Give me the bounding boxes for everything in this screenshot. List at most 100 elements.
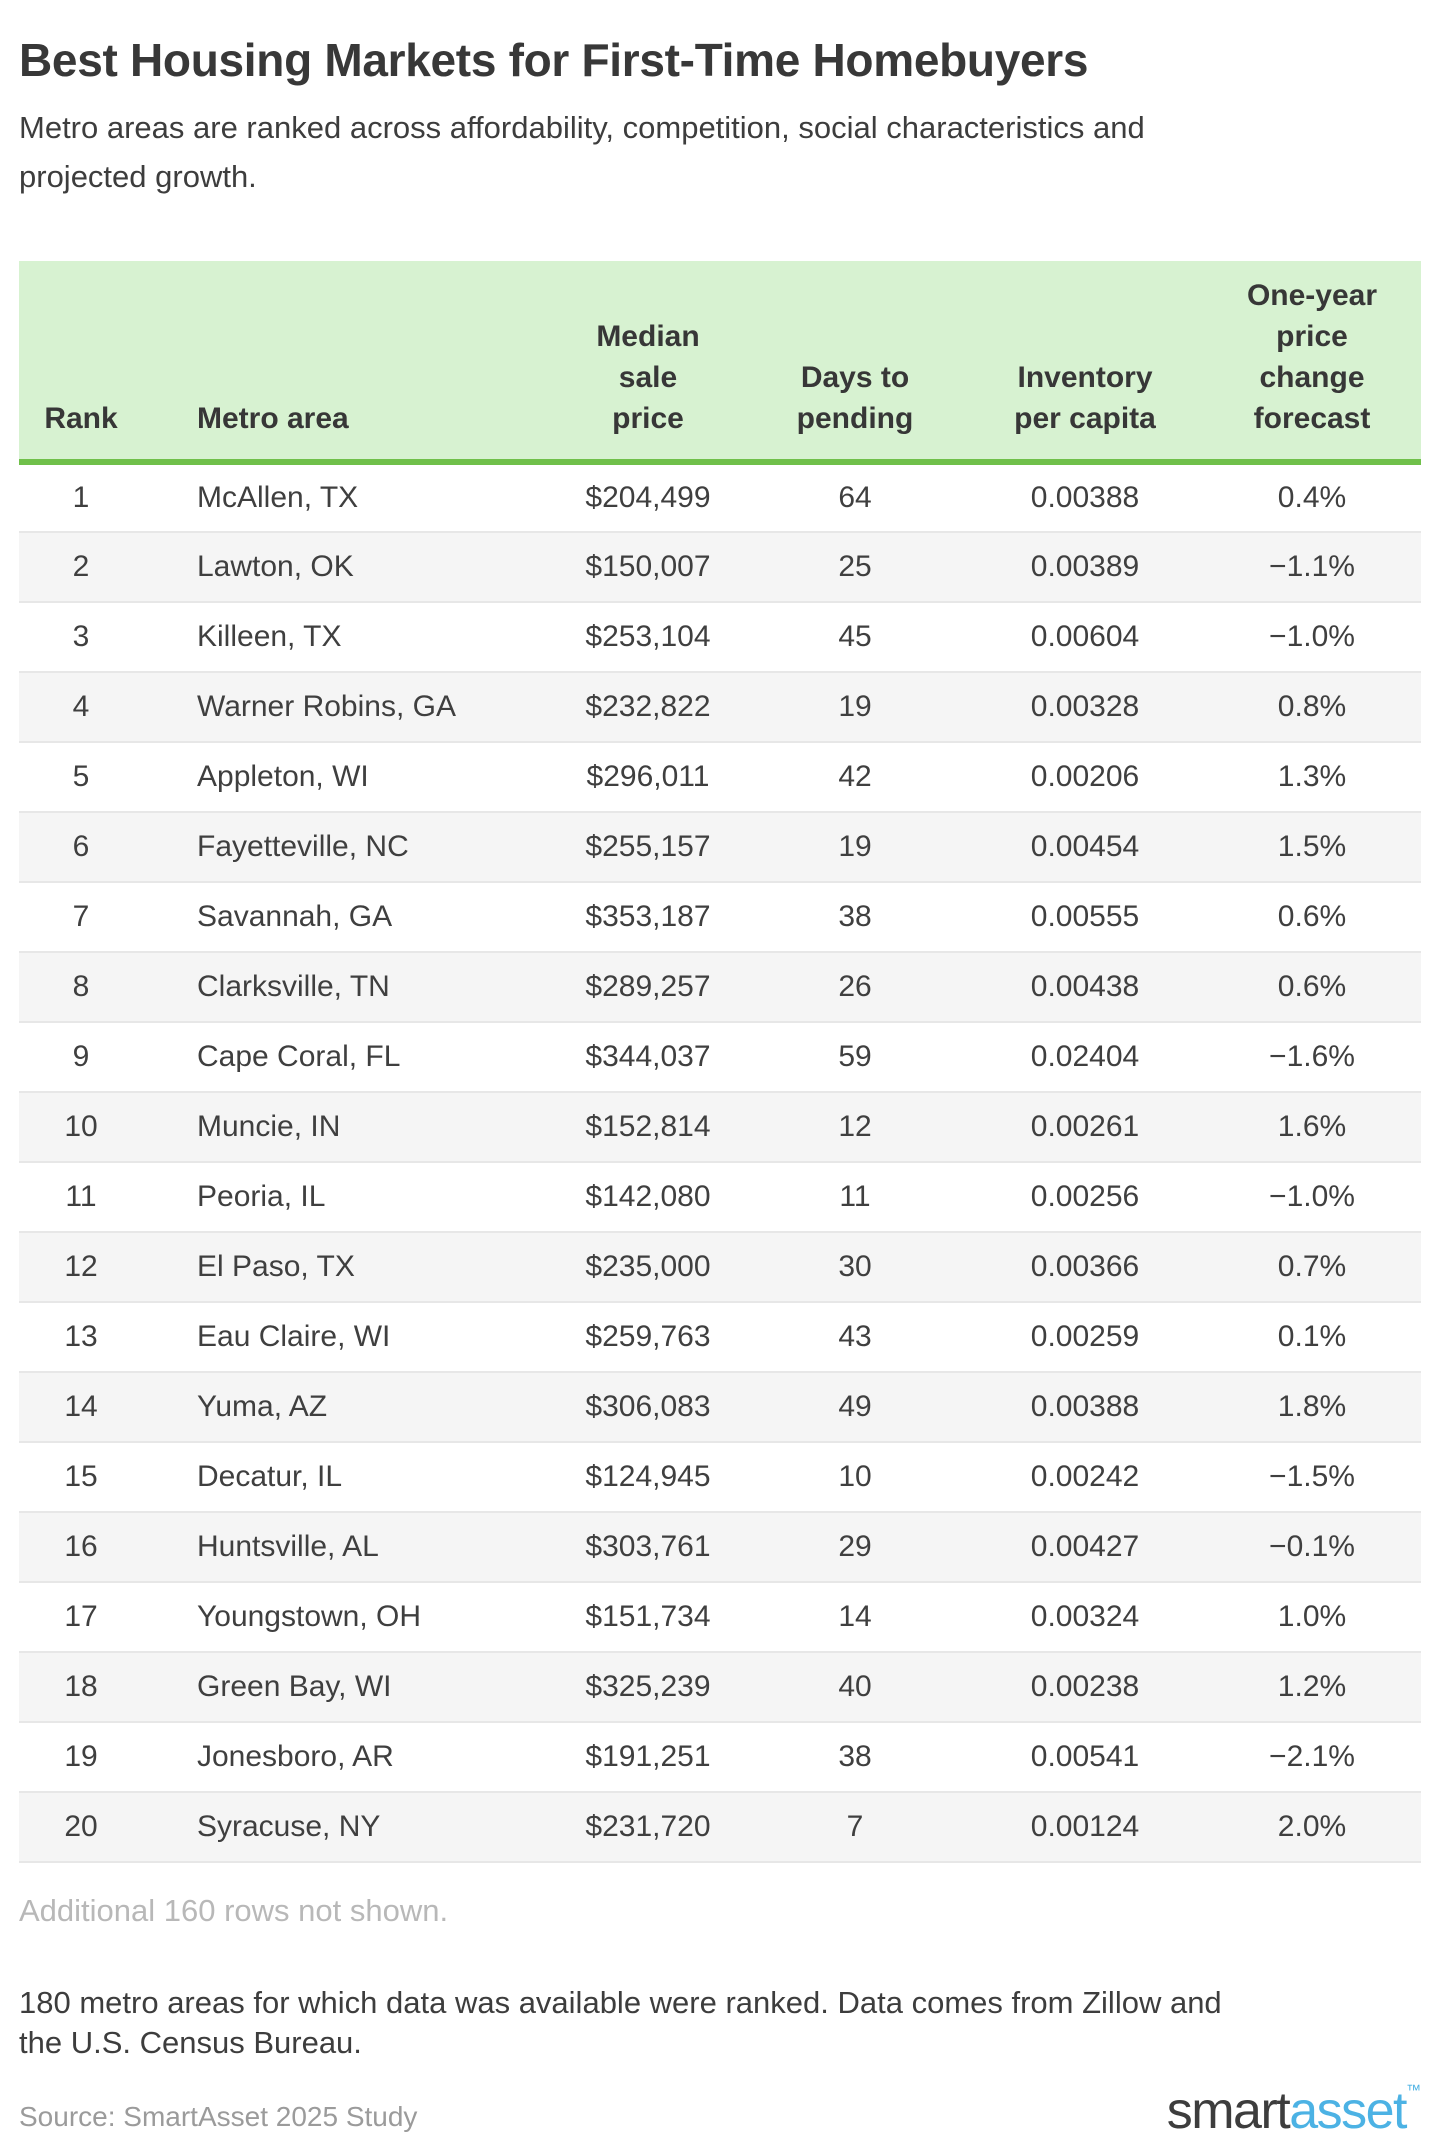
logo-trademark-symbol: ™ — [1406, 2082, 1421, 2099]
column-header-rank: Rank — [19, 261, 143, 465]
header-line: price — [612, 402, 684, 435]
days-to-pending-cell: 29 — [743, 1511, 967, 1582]
table-row: 3 Killeen, TX $253,104 45 0.00604 −1.0% — [19, 601, 1421, 672]
table-row: 18 Green Bay, WI $325,239 40 0.00238 1.2… — [19, 1651, 1421, 1722]
forecast-cell: 0.1% — [1203, 1301, 1421, 1372]
rank-cell: 7 — [19, 881, 143, 952]
metro-area-cell: Yuma, AZ — [143, 1371, 553, 1442]
infographic-page: Best Housing Markets for First-Time Home… — [0, 34, 1440, 2137]
days-to-pending-cell: 45 — [743, 601, 967, 672]
column-header-median-sale-price: Median sale price — [553, 261, 743, 465]
forecast-cell: 0.6% — [1203, 881, 1421, 952]
methodology-line-2: the U.S. Census Bureau. — [19, 2025, 362, 2060]
metro-area-cell: Youngstown, OH — [143, 1581, 553, 1652]
table-row: 13 Eau Claire, WI $259,763 43 0.00259 0.… — [19, 1301, 1421, 1372]
days-to-pending-cell: 42 — [743, 741, 967, 812]
metro-area-cell: Warner Robins, GA — [143, 671, 553, 742]
median-sale-price-cell: $151,734 — [553, 1581, 743, 1652]
table-row: 16 Huntsville, AL $303,761 29 0.00427 −0… — [19, 1511, 1421, 1582]
logo-text-asset: asset — [1289, 2082, 1407, 2140]
methodology-line-1: 180 metro areas for which data was avail… — [19, 1985, 1222, 2020]
days-to-pending-cell: 19 — [743, 671, 967, 742]
rank-cell: 1 — [72, 481, 90, 514]
days-to-pending-cell: 14 — [743, 1581, 967, 1652]
table-row: 10 Muncie, IN $152,814 12 0.00261 1.6% — [19, 1091, 1421, 1162]
table-header-row: Rank Metro area Median sale price Days to p… — [19, 261, 1421, 465]
header-line: change — [1259, 361, 1365, 394]
median-sale-price-cell: $231,720 — [553, 1791, 743, 1863]
table-row: 9 Cape Coral, FL $344,037 59 0.02404 −1.… — [19, 1021, 1421, 1092]
header-line: Rank — [44, 402, 118, 435]
inventory-per-capita-cell: 0.00256 — [967, 1161, 1203, 1232]
inventory-per-capita-cell: 0.00366 — [967, 1231, 1203, 1302]
table-row: 20 Syracuse, NY $231,720 7 0.00124 2.0% — [19, 1791, 1421, 1863]
days-to-pending-cell: 11 — [743, 1161, 967, 1232]
metro-area-cell: McAllen, TX — [197, 481, 359, 514]
table-row: 6 Fayetteville, NC $255,157 19 0.00454 1… — [19, 811, 1421, 882]
forecast-cell: 1.8% — [1203, 1371, 1421, 1442]
column-header-one-year-price-change-forecast: One-year price change forecast — [1203, 261, 1421, 465]
days-to-pending-cell: 40 — [743, 1651, 967, 1722]
forecast-cell: −1.6% — [1203, 1021, 1421, 1092]
rank-cell: 19 — [19, 1721, 143, 1792]
days-to-pending-cell: 38 — [743, 881, 967, 952]
median-sale-price-cell: $259,763 — [553, 1301, 743, 1372]
median-sale-price-cell: $142,080 — [553, 1161, 743, 1232]
rank-cell: 10 — [19, 1091, 143, 1162]
table-row: 17 Youngstown, OH $151,734 14 0.00324 1.… — [19, 1581, 1421, 1652]
forecast-cell: −0.1% — [1203, 1511, 1421, 1582]
forecast-cell: −1.0% — [1203, 1161, 1421, 1232]
median-sale-price-cell: $255,157 — [553, 811, 743, 882]
metro-area-cell: Decatur, IL — [143, 1441, 553, 1512]
table-row: 19 Jonesboro, AR $191,251 38 0.00541 −2.… — [19, 1721, 1421, 1792]
inventory-per-capita-cell: 0.00328 — [967, 671, 1203, 742]
forecast-cell: 1.3% — [1203, 741, 1421, 812]
forecast-cell: 2.0% — [1203, 1791, 1421, 1863]
days-to-pending-cell: 43 — [743, 1301, 967, 1372]
forecast-cell: −1.0% — [1203, 601, 1421, 672]
table-row: 2 Lawton, OK $150,007 25 0.00389 −1.1% — [19, 531, 1421, 602]
metro-area-cell: Savannah, GA — [143, 881, 553, 952]
rank-cell: 4 — [19, 671, 143, 742]
housing-markets-table: Rank Metro area Median sale price Days to p… — [19, 261, 1421, 1863]
metro-area-cell: Lawton, OK — [143, 531, 553, 602]
forecast-cell: 1.2% — [1203, 1651, 1421, 1722]
rank-cell: 16 — [19, 1511, 143, 1582]
header-line: Metro area — [197, 402, 349, 435]
rank-cell: 2 — [19, 531, 143, 602]
median-sale-price-cell: $191,251 — [553, 1721, 743, 1792]
metro-area-cell: Peoria, IL — [143, 1161, 553, 1232]
page-subtitle: Metro areas are ranked across affordabil… — [19, 103, 1421, 201]
metro-area-cell: Clarksville, TN — [143, 951, 553, 1022]
bottom-bar: Source: SmartAsset 2025 Study smartasset… — [19, 2082, 1421, 2140]
inventory-per-capita-cell: 0.00238 — [967, 1651, 1203, 1722]
days-to-pending-cell: 38 — [743, 1721, 967, 1792]
metro-area-cell: Eau Claire, WI — [143, 1301, 553, 1372]
rank-cell: 13 — [19, 1301, 143, 1372]
rank-cell: 8 — [19, 951, 143, 1022]
inventory-per-capita-cell: 0.00259 — [967, 1301, 1203, 1372]
inventory-per-capita-cell: 0.00206 — [967, 741, 1203, 812]
column-header-metro-area: Metro area — [143, 261, 553, 465]
median-sale-price-cell: $325,239 — [553, 1651, 743, 1722]
median-sale-price-cell: $306,083 — [553, 1371, 743, 1442]
table-row: 5 Appleton, WI $296,011 42 0.00206 1.3% — [19, 741, 1421, 812]
inventory-per-capita-cell: 0.00261 — [967, 1091, 1203, 1162]
forecast-cell: 0.4% — [1277, 481, 1347, 514]
header-line: One-year — [1246, 279, 1378, 312]
metro-area-cell: Jonesboro, AR — [143, 1721, 553, 1792]
metro-area-cell: Syracuse, NY — [143, 1791, 553, 1863]
methodology-note: 180 metro areas for which data was avail… — [19, 1983, 1421, 2063]
header-line: pending — [796, 402, 914, 435]
inventory-per-capita-cell: 0.00427 — [967, 1511, 1203, 1582]
column-header-days-to-pending: Days to pending — [743, 261, 967, 465]
column-header-inventory-per-capita: Inventory per capita — [967, 261, 1203, 465]
header-line: Inventory — [1017, 361, 1153, 394]
inventory-per-capita-cell: 0.00541 — [967, 1721, 1203, 1792]
forecast-cell: −2.1% — [1203, 1721, 1421, 1792]
median-sale-price-cell: $303,761 — [553, 1511, 743, 1582]
forecast-cell: −1.1% — [1203, 531, 1421, 602]
table-row: 8 Clarksville, TN $289,257 26 0.00438 0.… — [19, 951, 1421, 1022]
median-sale-price-cell: $344,037 — [553, 1021, 743, 1092]
forecast-cell: 1.6% — [1203, 1091, 1421, 1162]
